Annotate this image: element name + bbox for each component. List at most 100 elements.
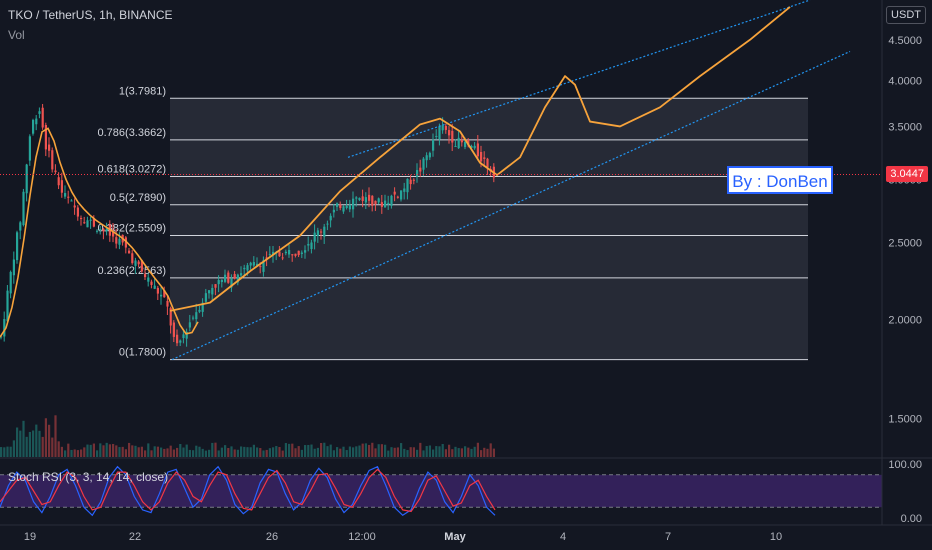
volume-bar-134 [428, 445, 431, 457]
volume-bar-93 [297, 446, 300, 457]
candle-141 [451, 130, 454, 143]
candle-31 [99, 229, 102, 231]
candle-67 [214, 284, 217, 288]
volume-bar-101 [323, 442, 326, 457]
volume-bar-28 [89, 444, 92, 457]
candle-88 [281, 257, 284, 259]
candle-142 [454, 145, 457, 147]
fib-label-1: 0.786(3.3662) [98, 127, 167, 139]
volume-bar-54 [172, 449, 175, 457]
candle-11 [35, 118, 38, 125]
volume-bar-154 [492, 448, 495, 457]
candle-143 [457, 137, 460, 149]
candle-26 [83, 222, 86, 224]
candle-16 [51, 150, 54, 170]
candle-137 [438, 126, 441, 140]
candle-149 [476, 143, 479, 157]
candle-108 [345, 205, 348, 208]
stoch-series-K [0, 465, 496, 517]
fib-label-5: 0.236(2.2563) [98, 265, 167, 277]
fib-shaded-range [170, 98, 808, 360]
volume-bar-59 [188, 449, 191, 457]
fib-label-2: 0.618(3.0272) [98, 163, 167, 175]
volume-bar-66 [211, 442, 214, 457]
volume-bar-118 [377, 444, 380, 457]
candle-15 [48, 144, 51, 151]
candle-120 [384, 200, 387, 208]
candle-92 [294, 253, 297, 256]
volume-bar-110 [352, 447, 355, 457]
candle-133 [425, 155, 428, 161]
candle-13 [41, 107, 44, 128]
candle-66 [211, 287, 214, 295]
volume-bar-120 [384, 444, 387, 457]
candle-104 [332, 209, 335, 213]
candle-2 [6, 290, 9, 322]
volume-bar-78 [249, 447, 252, 457]
candle-68 [217, 280, 220, 285]
candle-134 [428, 152, 431, 158]
volume-bar-106 [339, 448, 342, 457]
candle-43 [137, 261, 140, 265]
volume-bar-53 [169, 445, 172, 457]
candle-65 [208, 290, 211, 294]
volume-bar-122 [390, 447, 393, 457]
candle-46 [147, 277, 150, 282]
volume-label: Vol [8, 28, 25, 42]
fib-label-4: 0.382(2.5509) [98, 223, 167, 235]
candle-29 [92, 218, 95, 227]
candle-80 [256, 263, 259, 267]
candle-58 [185, 331, 188, 339]
volume-bar-56 [179, 443, 182, 457]
volume-bar-133 [425, 446, 428, 457]
channel-line-1 [347, 0, 811, 158]
candle-17 [54, 170, 57, 173]
volume-bar-31 [99, 443, 102, 457]
volume-bar-86 [275, 446, 278, 457]
volume-bar-98 [313, 448, 316, 457]
volume-bar-79 [252, 444, 255, 457]
y-tick-2: 3.5000 [888, 121, 922, 133]
volume-bar-107 [342, 446, 345, 457]
candle-115 [368, 194, 371, 201]
candle-30 [96, 230, 99, 232]
fib-label-3: 0.5(2.7890) [110, 192, 166, 204]
candle-125 [400, 190, 403, 200]
candle-74 [236, 274, 239, 283]
candle-79 [252, 262, 255, 266]
volume-bar-84 [268, 448, 271, 457]
candle-107 [342, 206, 345, 212]
volume-bar-125 [400, 443, 403, 457]
volume-bar-119 [380, 444, 383, 457]
candle-14 [44, 125, 47, 150]
volume-bar-73 [233, 449, 236, 457]
candle-152 [486, 158, 489, 168]
projection-curve [169, 6, 791, 312]
volume-bar-85 [272, 447, 275, 457]
candle-36 [115, 237, 118, 244]
volume-bar-45 [144, 450, 147, 457]
volume-bar-147 [470, 448, 473, 457]
volume-bar-149 [476, 442, 479, 457]
candle-119 [380, 202, 383, 207]
volume-bar-117 [374, 448, 377, 457]
volume-bar-26 [83, 447, 86, 457]
volume-bar-128 [409, 447, 412, 457]
volume-bar-33 [105, 442, 108, 457]
volume-bar-139 [444, 449, 447, 457]
volume-bar-14 [44, 418, 47, 457]
candle-140 [448, 130, 451, 136]
currency-unit[interactable]: USDT [886, 6, 926, 24]
x-tick-4: May [444, 531, 466, 543]
volume-bar-0 [0, 447, 3, 457]
candle-77 [246, 265, 249, 271]
volume-bar-103 [329, 444, 332, 457]
candle-128 [409, 179, 412, 185]
volume-bar-61 [195, 445, 198, 457]
volume-bar-129 [412, 447, 415, 457]
x-tick-3: 12:00 [348, 531, 376, 543]
candle-103 [329, 215, 332, 221]
volume-bar-27 [86, 444, 89, 457]
